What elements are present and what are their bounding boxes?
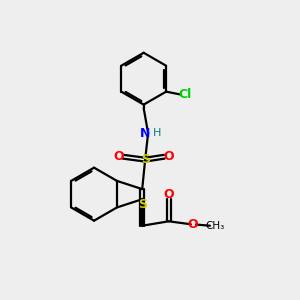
Text: O: O <box>187 218 198 231</box>
Text: S: S <box>138 198 147 211</box>
Text: CH₃: CH₃ <box>206 221 225 231</box>
Text: S: S <box>141 153 150 166</box>
Text: O: O <box>164 188 174 201</box>
Text: O: O <box>164 150 174 163</box>
Text: N: N <box>140 127 150 140</box>
Text: Cl: Cl <box>178 88 192 101</box>
Text: O: O <box>113 150 124 163</box>
Text: H: H <box>153 128 162 138</box>
